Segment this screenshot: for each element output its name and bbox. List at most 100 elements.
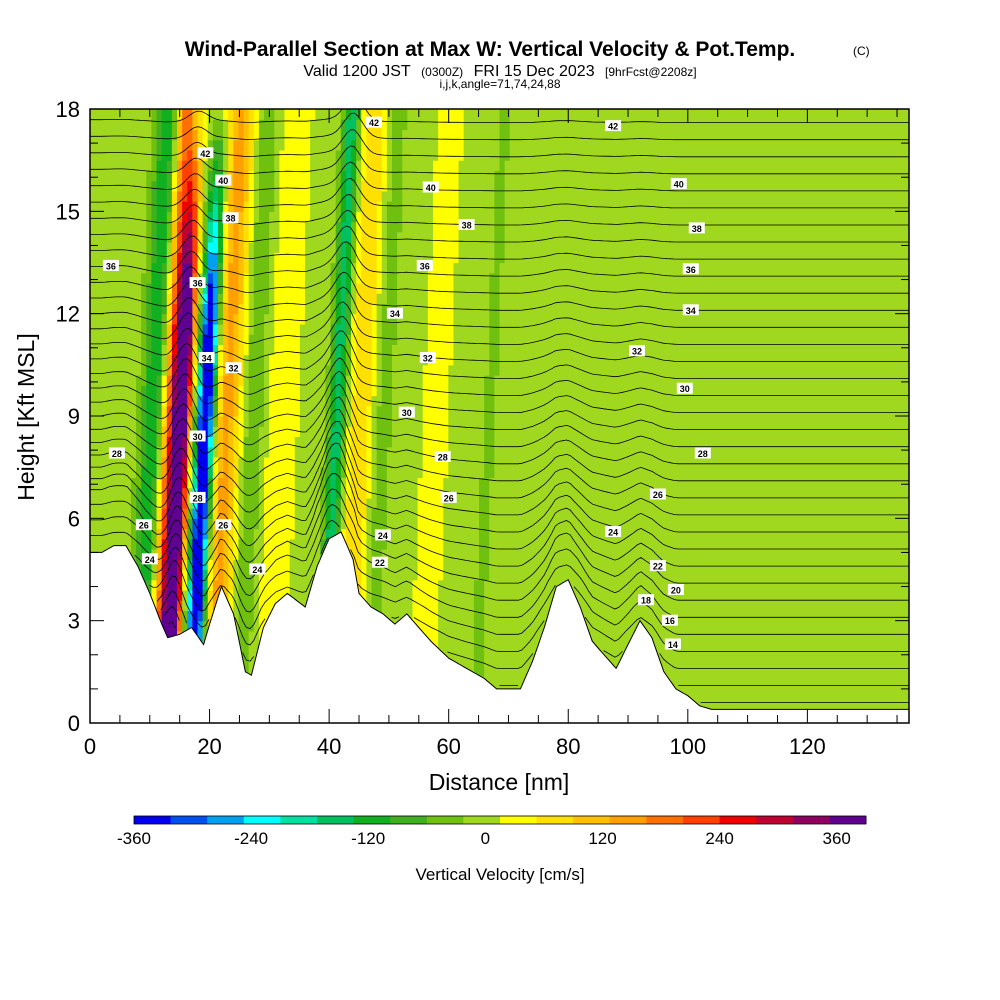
velocity-cell (177, 559, 183, 581)
theta-contour-labels: 42 42 40 38 36 36 34 32 30 28 28 26 26 24 24 40 38 36 34 32… (102, 116, 711, 650)
velocity-cell (182, 508, 188, 530)
velocity-cell (161, 538, 168, 560)
velocity-cell (775, 109, 782, 723)
velocity-cell (658, 109, 664, 723)
theta-contour-line (90, 161, 909, 192)
contour-label-text: 24 (608, 528, 618, 538)
theta-contour-line (90, 383, 909, 448)
velocity-cell (499, 262, 506, 723)
velocity-cell (299, 323, 306, 723)
velocity-cell (345, 109, 352, 120)
contour-label: 30 (398, 406, 415, 418)
velocity-cell (197, 109, 204, 161)
contour-label: 34 (682, 304, 699, 316)
contour-label: 40 (422, 181, 439, 193)
velocity-cell (238, 109, 245, 212)
contour-label-bg (215, 519, 232, 531)
velocity-cell (207, 395, 214, 417)
velocity-cell (340, 170, 347, 223)
colorbar-swatch (573, 816, 611, 824)
velocity-cell (617, 109, 623, 723)
colorbar-tick-label: -120 (351, 829, 385, 848)
velocity-cell (504, 109, 511, 161)
velocity-cell (207, 416, 214, 438)
velocity-cell (212, 201, 219, 223)
terrain-mask (90, 531, 909, 723)
velocity-cell (207, 559, 214, 591)
contour-label: 28 (434, 450, 451, 462)
velocity-cell (284, 109, 291, 642)
velocity-cell (745, 109, 751, 723)
velocity-cell (673, 109, 680, 723)
velocity-cell (514, 109, 521, 723)
velocity-cell (146, 170, 153, 284)
velocity-cell (883, 109, 890, 723)
velocity-cell (361, 180, 368, 519)
contour-label-bg (108, 447, 125, 459)
velocity-cell (791, 109, 797, 723)
velocity-cell (182, 436, 188, 458)
contour-label: 30 (676, 382, 693, 394)
velocity-cell (642, 109, 649, 723)
velocity-cell (806, 109, 813, 723)
contour-label-text: 20 (671, 586, 681, 596)
velocity-cell (243, 272, 250, 356)
velocity-cell (182, 487, 188, 509)
velocity-cell (202, 109, 209, 161)
contour-label-bg (676, 382, 693, 394)
contour-label-text: 28 (193, 493, 203, 503)
contour-label-text: 38 (692, 224, 702, 234)
contour-label-text: 28 (698, 449, 708, 459)
velocity-cell (202, 497, 209, 519)
contour-label: 28 (108, 447, 125, 459)
velocity-cell (141, 467, 147, 683)
velocity-cell (212, 344, 219, 366)
y-tick-label: 9 (68, 404, 80, 429)
velocity-cell (151, 579, 158, 612)
contour-label: 26 (649, 488, 666, 500)
velocity-cell (166, 436, 173, 458)
velocity-cell (734, 109, 741, 723)
contour-label: 40 (670, 178, 687, 190)
velocity-cell (177, 579, 183, 601)
velocity-cell (479, 109, 485, 478)
velocity-cell (397, 231, 403, 723)
contour-label-bg (422, 181, 439, 193)
velocity-cell (161, 426, 168, 458)
velocity-cell (366, 497, 373, 612)
velocity-cell (801, 109, 808, 723)
theta-contour-line (90, 209, 909, 243)
velocity-cell (878, 109, 885, 723)
velocity-cell (335, 109, 342, 151)
colorbar-swatch (719, 816, 757, 824)
contour-label-text: 22 (653, 562, 663, 572)
velocity-cell (161, 375, 168, 407)
velocity-cell (381, 109, 388, 192)
velocity-cell (345, 426, 352, 499)
velocity-cell (151, 477, 158, 519)
velocity-cell (202, 282, 209, 294)
velocity-cell (192, 467, 199, 489)
theta-contour-line (90, 420, 909, 499)
velocity-cell (443, 109, 449, 478)
contour-label-bg (661, 614, 678, 626)
velocity-cell (202, 293, 209, 305)
velocity-cell (637, 109, 644, 723)
velocity-cell (130, 109, 137, 478)
velocity-cell (197, 334, 204, 345)
velocity-cell (366, 405, 373, 499)
contour-label-bg (458, 219, 475, 230)
velocity-cell (171, 252, 178, 284)
velocity-cell (217, 119, 224, 141)
velocity-cell (166, 109, 173, 161)
theta-contour-line (90, 241, 909, 277)
velocity-cell (146, 109, 153, 171)
velocity-cell (335, 497, 342, 540)
velocity-cell (212, 109, 219, 120)
velocity-cell (463, 109, 470, 723)
contour-label-text: 42 (369, 118, 379, 128)
velocity-cell (166, 293, 173, 325)
velocity-cell (632, 109, 639, 723)
velocity-cell (453, 109, 460, 264)
